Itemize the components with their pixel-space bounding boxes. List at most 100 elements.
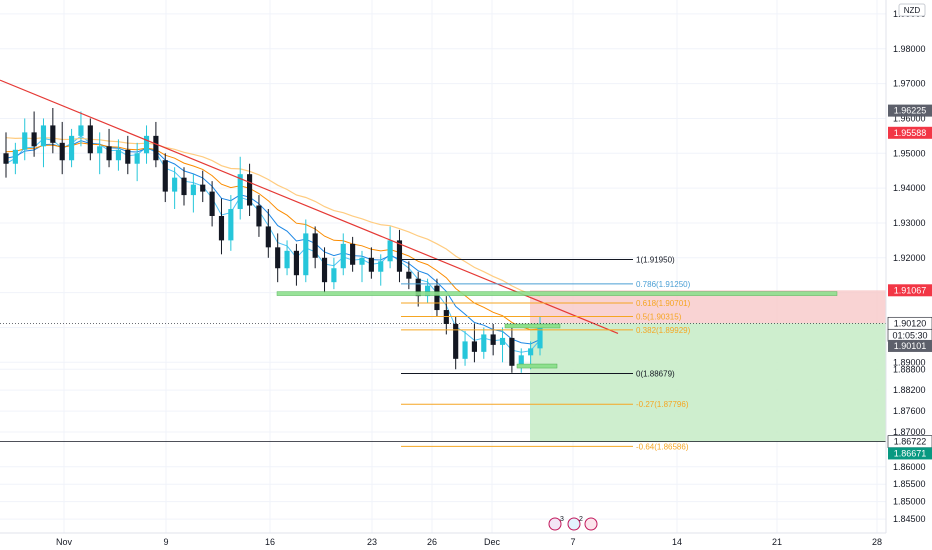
support-box xyxy=(516,363,558,369)
candle-body xyxy=(359,257,365,265)
y-tick-label: 1.87000 xyxy=(893,427,926,437)
candle-body xyxy=(31,132,37,147)
candle-body xyxy=(69,135,75,161)
candle-body xyxy=(40,125,47,147)
y-tick-label: 1.85000 xyxy=(893,497,926,507)
fib-level-label: 0.618(1.90701) xyxy=(636,299,691,308)
moving-average-line xyxy=(5,140,541,345)
candle-body xyxy=(181,177,187,196)
candle-body xyxy=(528,348,534,356)
candle-body xyxy=(340,243,346,269)
y-tick-label: 1.94000 xyxy=(893,183,926,193)
events-row[interactable]: 3 2 xyxy=(548,516,598,531)
price-badge-label: 1.91067 xyxy=(894,285,927,295)
candle-body xyxy=(87,125,93,154)
candle-body xyxy=(200,184,206,192)
candle-body xyxy=(312,233,318,258)
x-tick-label: 9 xyxy=(163,537,168,547)
candle-body xyxy=(368,257,374,272)
candle-body xyxy=(190,184,196,196)
event-badge: 3 xyxy=(560,516,564,523)
candle-body xyxy=(331,268,337,283)
fib-level-label: -0.27(1.87796) xyxy=(636,400,689,409)
candle-body xyxy=(303,233,309,276)
calendar-flag-icon[interactable] xyxy=(548,517,562,531)
candle-body xyxy=(125,149,131,164)
fib-level-label: -0.64(1.86586) xyxy=(636,442,689,451)
support-box xyxy=(504,323,561,329)
currency-label: NZD xyxy=(904,6,921,15)
y-tick-label: 1.97000 xyxy=(893,79,926,89)
y-tick-label: 1.84500 xyxy=(893,514,926,524)
candle-body xyxy=(162,160,168,192)
moving-averages xyxy=(5,135,541,353)
price-badge-label: 1.86671 xyxy=(894,448,927,458)
y-tick-label: 1.93000 xyxy=(893,218,926,228)
price-badge xyxy=(888,447,932,460)
candle-body xyxy=(50,125,56,143)
candle-body xyxy=(415,278,421,297)
take-profit-zone xyxy=(530,323,886,442)
candle-body xyxy=(78,125,84,136)
candle-body xyxy=(443,310,449,324)
price-badge-label: 01:05:30 xyxy=(892,330,927,340)
candle-body xyxy=(59,142,65,161)
y-tick-label: 1.89000 xyxy=(893,357,926,367)
price-badge-label: 1.90101 xyxy=(894,341,927,351)
y-tick-label: 1.96000 xyxy=(893,113,926,123)
candle-body xyxy=(106,146,112,161)
price-badge-label: 1.86722 xyxy=(894,437,927,447)
candle-body xyxy=(256,205,262,227)
candle-body xyxy=(153,135,159,161)
price-badge-label: 1.96225 xyxy=(894,106,927,116)
moving-average-line xyxy=(5,142,541,331)
candle-body xyxy=(321,257,328,283)
currency-badge[interactable] xyxy=(898,3,926,17)
x-tick-label: 26 xyxy=(427,537,437,547)
candle-body xyxy=(509,337,515,366)
candle-body xyxy=(237,174,243,210)
candle-body xyxy=(425,285,431,297)
support-box xyxy=(276,291,838,296)
candle-body xyxy=(537,323,543,349)
candle-body xyxy=(378,261,384,272)
candle-body xyxy=(218,215,225,241)
fib-level-label: 0(1.88679) xyxy=(636,369,675,378)
fib-level-label: 0.5(1.90315) xyxy=(636,312,682,321)
candle-body xyxy=(284,250,290,269)
candle-body xyxy=(396,240,403,272)
x-tick-label: 16 xyxy=(265,537,275,547)
x-tick-label: Nov xyxy=(56,537,73,547)
x-tick-label: 21 xyxy=(772,537,782,547)
y-tick-label: 1.98000 xyxy=(893,44,926,54)
candle-body xyxy=(115,149,121,161)
candle-body xyxy=(471,341,477,352)
candle-body xyxy=(172,177,178,192)
calendar-flag-icon[interactable] xyxy=(584,517,598,531)
price-badge xyxy=(888,126,932,139)
candle-body xyxy=(143,135,150,154)
drawings: 1(1.91950) 0.786(1.91250) 0.618(1.90701) 0.… xyxy=(0,79,886,451)
candle-body xyxy=(490,334,496,345)
trade-zones xyxy=(530,290,886,442)
price-badge-label: 1.95588 xyxy=(894,128,927,138)
candle-body xyxy=(12,149,18,164)
price-badge-label: 1.90120 xyxy=(894,318,927,328)
calendar-flag-icon[interactable] xyxy=(567,517,581,531)
y-tick-label: 1.87600 xyxy=(893,406,926,416)
y-tick-label: 1.85500 xyxy=(893,479,926,489)
candle-body xyxy=(462,341,468,359)
y-tick-label: 1.88200 xyxy=(893,385,926,395)
candle-body xyxy=(209,191,215,216)
y-tick-label: 1.88800 xyxy=(893,364,926,374)
candle-body xyxy=(518,355,524,366)
event-badge: 2 xyxy=(579,516,583,523)
candle-body xyxy=(350,243,356,265)
candle-body xyxy=(265,226,271,248)
candle-body xyxy=(3,153,9,164)
chart-grid xyxy=(0,0,886,533)
candle-body xyxy=(293,250,299,276)
y-tick-label: 1.86000 xyxy=(893,462,926,472)
trendline xyxy=(0,79,619,334)
